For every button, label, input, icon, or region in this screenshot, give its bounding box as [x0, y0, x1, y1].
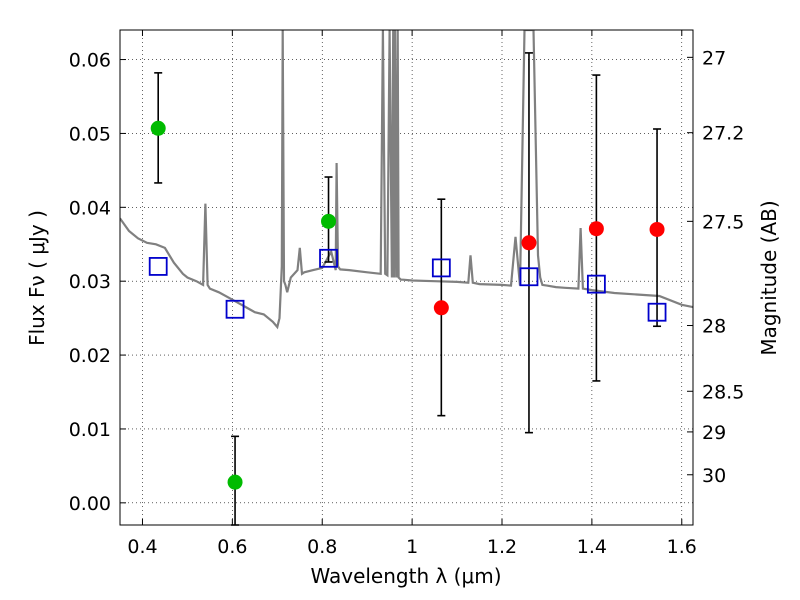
x-tick-label: 1.6 — [667, 536, 697, 558]
y-tick-label: 0.05 — [69, 123, 111, 145]
spectrum-series — [120, 30, 693, 330]
x-axis-label: Wavelength λ (μm) — [310, 564, 501, 588]
x-tick-label: 0.8 — [307, 536, 337, 558]
y-right-tick-label: 29 — [702, 422, 726, 444]
model-square-marker — [319, 248, 338, 268]
y-right-axis-label: Magnitude (AB) — [757, 200, 781, 355]
photometry-point — [588, 221, 604, 237]
y-tick-label: 0.04 — [69, 197, 111, 219]
x-tick-label: 1.4 — [577, 536, 607, 558]
model-square-marker — [647, 302, 667, 322]
y-right-tick-label: 27 — [702, 47, 726, 69]
x-tick-label: 1 — [406, 536, 418, 558]
y-tick-label: 0.01 — [69, 419, 111, 441]
y-right-tick-label: 27.5 — [702, 211, 744, 233]
y-right-tick-label: 28.5 — [702, 381, 744, 403]
model-square-marker — [225, 299, 245, 319]
photometry-point — [433, 300, 449, 316]
data-points — [148, 120, 667, 490]
model-square-marker — [431, 258, 451, 278]
y-axis-label: Flux Fν ( μJy ) — [25, 210, 49, 346]
y-tick-label: 0.02 — [69, 345, 111, 367]
y-right-tick-label: 27.2 — [702, 123, 744, 145]
model-square-marker — [586, 274, 606, 294]
x-tick-label: 0.4 — [127, 536, 157, 558]
photometry-point — [521, 235, 537, 251]
grid — [120, 30, 693, 525]
x-tick-label: 1.2 — [487, 536, 517, 558]
y-tick-label: 0.00 — [69, 493, 111, 515]
ticks: 0.4 0.6 0.8 1 1.2 1.4 1.6 0.00 0.01 0.02 0.03 0.04 0… — [69, 30, 744, 558]
model-square-marker — [148, 257, 168, 276]
x-tick-label: 0.6 — [217, 536, 247, 558]
y-tick-label: 0.03 — [69, 271, 111, 293]
photometry-point — [649, 221, 665, 237]
y-right-tick-label: 30 — [702, 465, 726, 487]
photometry-point — [150, 120, 166, 136]
y-tick-label: 0.06 — [69, 50, 111, 72]
y-right-tick-label: 28 — [702, 316, 726, 338]
photometry-point — [227, 474, 243, 490]
spectrum-line — [120, 30, 693, 330]
model-square-marker — [519, 267, 539, 287]
photometry-point — [321, 213, 337, 229]
plot-frame — [119, 29, 694, 526]
